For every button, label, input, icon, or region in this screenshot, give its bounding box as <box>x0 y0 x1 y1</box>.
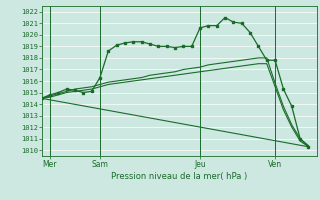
X-axis label: Pression niveau de la mer( hPa ): Pression niveau de la mer( hPa ) <box>111 172 247 181</box>
